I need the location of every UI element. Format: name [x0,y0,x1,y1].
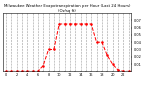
Title: Milwaukee Weather Evapotranspiration per Hour (Last 24 Hours) (Oz/sq ft): Milwaukee Weather Evapotranspiration per… [4,4,130,13]
